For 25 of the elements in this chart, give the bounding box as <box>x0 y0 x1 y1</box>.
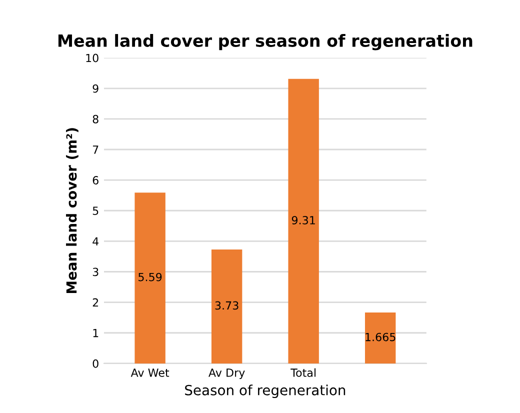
y-tick-label: 10 <box>86 54 98 62</box>
y-tick-label: 3 <box>92 268 98 276</box>
y-tick-label: 0 <box>92 359 98 368</box>
x-tick-label: Av Dry <box>208 368 245 380</box>
bar <box>211 249 242 364</box>
y-axis-title: Mean land cover (m²) <box>66 128 78 294</box>
data-label: 9.31 <box>292 216 315 224</box>
y-tick-label: 5 <box>92 206 98 216</box>
y-tick-label: 7 <box>92 146 98 154</box>
chart-title: Mean land cover per season of regeneration <box>58 34 472 50</box>
y-tick-label: 1 <box>93 329 98 338</box>
y-tick-label: 2 <box>92 298 98 307</box>
y-tick-label: 8 <box>92 114 98 124</box>
bar <box>364 312 396 364</box>
y-tick-label: 9 <box>92 84 98 93</box>
x-tick-label: Total <box>290 368 316 377</box>
y-tick-label: 6 <box>92 176 98 184</box>
bar <box>288 78 319 364</box>
y-tick-label: 4 <box>92 237 99 246</box>
x-axis-title: Season of regeneration <box>185 384 346 398</box>
data-label: 3.73 <box>215 301 238 310</box>
x-tick-label: Av Wet <box>130 368 170 377</box>
bar <box>134 192 166 364</box>
data-label: 1.665 <box>366 332 396 342</box>
data-label: 5.59 <box>138 272 162 282</box>
